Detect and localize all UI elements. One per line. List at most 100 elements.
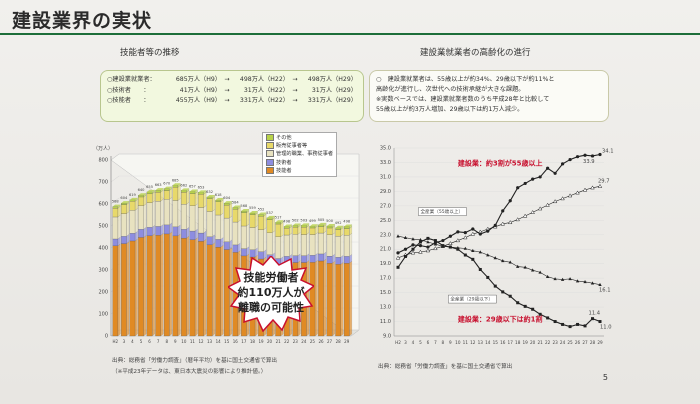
bar-top [224,201,232,204]
series-point [448,241,453,245]
bar-side [314,260,318,337]
x-tick-label: 19 [258,339,264,344]
bar-segment [258,214,264,217]
x-tick-label: 22 [284,339,290,344]
summary-cell-label: ○技術者 ： [107,86,150,94]
callout-line1: 技能労働者 [243,271,299,284]
end-value-label: 34.1 [602,149,614,155]
bar-segment [343,228,350,236]
bar-total-label: 517 [275,215,282,219]
x-tick-label: 16 [233,339,239,344]
y-tick-label: 600 [98,202,108,208]
series-point [396,265,400,269]
x-tick-label: 12 [470,340,476,345]
bar-top [249,211,258,214]
y-tick-label: 300 [98,268,108,274]
bar-total-label: 640 [138,188,146,192]
bar-top [335,225,344,228]
series-point [507,220,513,225]
series-point [478,232,482,236]
x-tick-label: 4 [131,339,134,344]
series-point [478,250,482,254]
bar-segment [232,207,239,210]
bar-side [160,198,164,227]
bar-segment [206,244,213,337]
bar-segment [283,234,290,257]
series-point [426,236,430,240]
series-point [508,294,512,298]
aging-note-line1: ○ 建設業就業者は、55歳以上が約34%、29歳以下が約11%と [376,76,555,83]
bar-side [332,260,335,337]
bar-side [306,223,310,228]
bar-side [246,210,250,227]
legend-item: 管理的職業、事務従事者 [266,150,333,158]
series-point [545,274,550,279]
series-point [455,238,461,243]
y-tick-label: 200 [98,290,108,296]
bar-segment [283,226,290,229]
bar-total-label: 662 [180,183,187,187]
x-tick-label: 28 [590,340,596,345]
series-point [433,239,437,243]
bar-top [206,194,215,197]
series-point [395,255,401,260]
bar-top [164,186,172,189]
burst-shape [228,256,314,332]
series-point [501,290,505,294]
series-point [433,242,438,246]
bar-side [332,232,335,257]
end-value-label: 11.4 [589,311,601,317]
bar-segment [241,225,247,249]
bar-top [138,193,147,196]
bar-top [121,201,130,204]
bar-segment [155,226,161,236]
summary-cell-label: ○建設業就業者： [107,76,156,83]
bar-segment [146,227,153,236]
x-tick-label: 17 [508,340,514,345]
series-line [397,237,601,328]
bar-total-label: 537 [266,211,273,215]
bar-side [160,187,164,193]
bar-segment [112,208,119,218]
bar-side [143,192,147,198]
series-point [493,284,497,288]
bar-segment [129,199,136,202]
bar-side [323,258,327,337]
bar-side [246,208,250,214]
x-tick-label: 20 [530,340,536,345]
series-name-label: 全産業（55歳以上） [420,208,463,215]
bar-side [117,214,121,240]
bar-segment [292,225,299,228]
legend-item: 技能者 [266,166,333,175]
bar-top [344,224,352,227]
bar-side [203,192,207,208]
series-point [441,244,445,248]
series-point [508,199,512,203]
bar-total-label: 663 [155,183,162,187]
bar-total-label: 568 [240,204,248,208]
series-point [590,185,595,190]
x-tick-label: 29 [344,339,350,344]
bar-segment [215,201,221,216]
series-point [411,243,415,247]
bar-side [177,198,181,228]
series-point [500,221,505,226]
x-tick-label: 22 [545,340,551,345]
series-point [576,322,580,326]
legend-swatch [266,150,274,158]
series-point [516,264,520,268]
x-tick-label: 15 [493,340,499,345]
bar-total-label: 670 [163,182,171,186]
bar-total-label: 498 [343,219,351,223]
series-point [471,257,475,261]
bar-segment [318,253,324,262]
x-tick-label: 26 [318,339,324,344]
summary-box: ○建設業就業者： 685万人（H9） → 498万人（H22） → 498万人（H29） ○… [100,70,364,122]
bar-side [212,196,215,212]
bar-segment [318,260,324,337]
bar-top [275,220,284,223]
series-point [567,193,573,198]
callout-line3: 離職の可能性 [238,301,304,314]
x-tick-label: 9 [449,340,452,345]
legend-label: 技能者 [276,167,292,174]
